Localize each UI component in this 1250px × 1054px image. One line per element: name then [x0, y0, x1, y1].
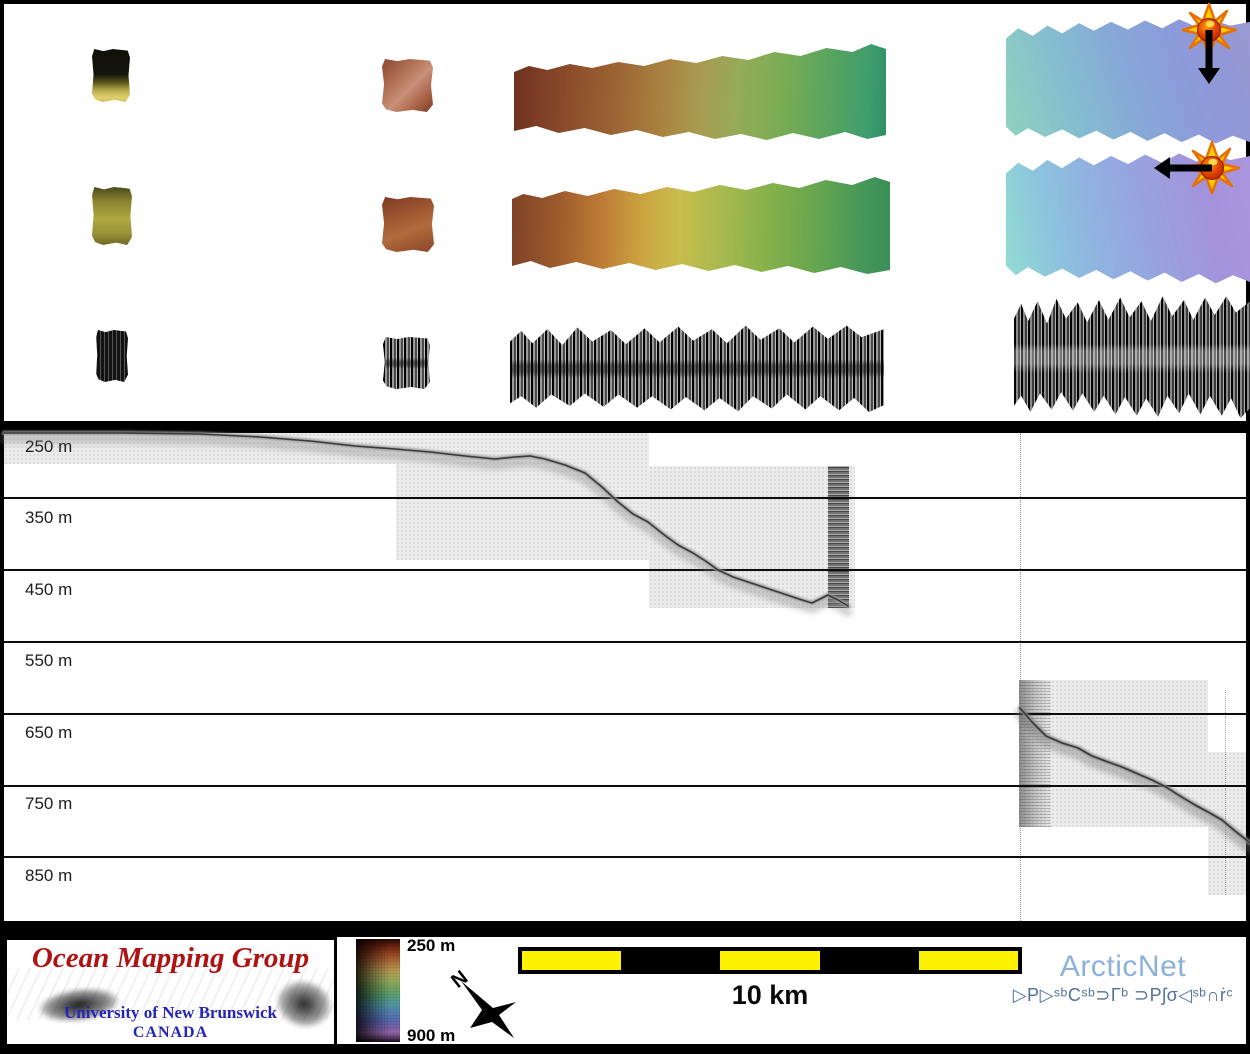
arcticnet-logo: ArcticNet ▷P▷ˢᵇCˢᵇ⊃Γᵇ ⊃Pʃσ◁ˢᵇ∩ṙᶜ — [998, 951, 1248, 1007]
depth-gridline — [4, 641, 1246, 643]
echogram-noise-column — [1019, 680, 1051, 827]
north-arrow-icon: N — [447, 966, 516, 1038]
depth-gridline — [4, 569, 1246, 571]
depth-gridline — [4, 856, 1246, 858]
backscatter-patch-mid-row3 — [383, 337, 430, 389]
depth-gridline — [4, 497, 1246, 499]
logo-subtitle: University of New Brunswick — [64, 1003, 277, 1022]
depth-label: 250 m — [25, 437, 73, 456]
map-scalebar — [518, 947, 1022, 974]
arrow-down-icon — [1198, 30, 1220, 84]
scalebar-segment — [621, 951, 721, 970]
arrow-left-icon — [1154, 157, 1212, 179]
bathymetry-maps-section — [4, 2, 1250, 421]
bathymetry-patch-small-row2 — [92, 187, 132, 245]
depth-label: 350 m — [25, 508, 73, 527]
depth-gridline — [4, 785, 1246, 787]
backscatter-patch-small-row3 — [96, 330, 128, 382]
echogram-panel — [649, 466, 855, 608]
omg-logo: Ocean Mapping Group University of New Br… — [4, 937, 337, 1047]
track-crossing-line — [1225, 690, 1226, 895]
scalebar-label: 10 km — [731, 980, 809, 1010]
backscatter-swath-long-row3 — [510, 325, 884, 412]
echogram-noise-stripe — [828, 466, 849, 608]
backscatter-swath-right-row3 — [1014, 296, 1250, 418]
bathymetry-patch-mid-row2 — [382, 197, 434, 252]
bathymetry-swath-long-row1 — [514, 44, 886, 140]
arcticnet-name: ArcticNet — [1059, 950, 1187, 983]
scalebar-segment — [720, 951, 820, 970]
scalebar-segment — [819, 951, 919, 970]
depth-colorbar — [356, 939, 400, 1042]
bathymetry-patch-small-row1 — [92, 49, 130, 102]
sun-burst-icon — [1181, 2, 1238, 84]
depth-label: 550 m — [25, 651, 73, 670]
logo-title: Ocean Mapping Group — [31, 942, 310, 974]
depth-gridline — [4, 713, 1246, 715]
scalebar-segment — [918, 951, 1019, 970]
logo-country: CANADA — [132, 1024, 209, 1041]
bathymetry-patch-mid-row1 — [382, 59, 433, 112]
sun-burst-icon — [1154, 140, 1241, 195]
depth-label: 650 m — [25, 723, 73, 742]
depth-label: 850 m — [25, 866, 73, 885]
scalebar-segment — [522, 951, 622, 970]
bathymetry-swath-long-row2 — [512, 177, 890, 274]
depth-label: 450 m — [25, 580, 73, 599]
track-crossing-line — [1020, 433, 1021, 921]
colorbar-top-label: 250 m — [407, 936, 456, 955]
colorbar-bottom-label: 900 m — [407, 1026, 456, 1045]
echogram-panel — [1208, 752, 1246, 895]
depth-label: 750 m — [25, 794, 73, 813]
arcticnet-inuktitut: ▷P▷ˢᵇCˢᵇ⊃Γᵇ ⊃Pʃσ◁ˢᵇ∩ṙᶜ — [1012, 985, 1234, 1005]
